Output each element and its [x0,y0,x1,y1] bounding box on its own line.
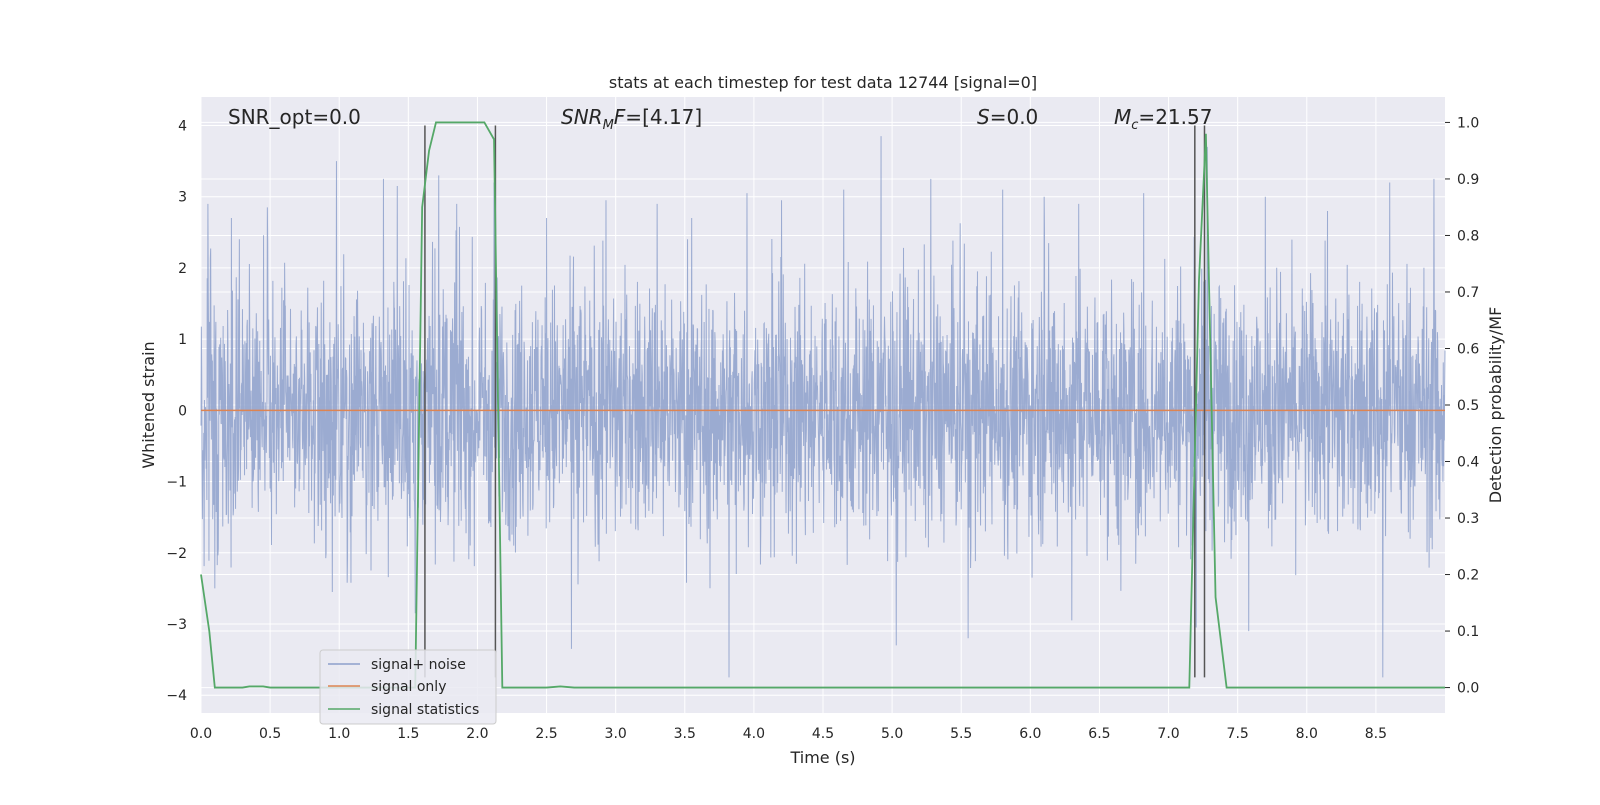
x-tick-label: 5.0 [881,726,903,742]
y-tick-label: 1 [178,332,187,348]
x-tick-label: 4.5 [812,726,834,742]
x-tick-label: 0.5 [259,726,281,742]
legend-label-signal-statistics: signal statistics [371,702,479,718]
y-tick-label: −4 [166,688,187,704]
x-tick-label: 2.0 [466,726,488,742]
y-right-tick-label: 0.4 [1457,455,1479,471]
x-tick-label: 3.5 [674,726,696,742]
y-right-tick-label: 0.6 [1457,341,1479,357]
x-tick-label: 2.5 [535,726,557,742]
y-tick-label: 4 [178,118,187,134]
y-tick-label: 0 [178,403,187,419]
noise-trace [200,136,1446,678]
y-axis-right-label: Detection probability/MF [1486,307,1505,504]
legend-box [319,649,497,725]
y-right-tick-label: 0.5 [1457,398,1479,414]
x-tick-label: 8.0 [1296,726,1318,742]
annotation-s: S=0.0 [977,105,1038,129]
x-tick-label: 5.5 [950,726,972,742]
x-tick-label: 7.5 [1227,726,1249,742]
statistics-trace [200,121,1445,689]
series-signal-noise [200,136,1446,678]
y-right-tick-label: 0.8 [1457,228,1479,244]
annotation-snr-opt: SNR_opt=0.0 [228,105,361,129]
x-tick-label: 8.5 [1365,726,1387,742]
y-tick-label: −2 [166,546,187,562]
y-right-tick-label: 0.7 [1457,285,1479,301]
y-right-tick-label: 1.0 [1457,115,1479,131]
x-tick-label: 7.0 [1157,726,1179,742]
x-tick-label: 6.5 [1088,726,1110,742]
tick-labels: 0.0 0.5 1.0 1.5 2.0 2.5 3.0 3.5 4.0 4.5 5.0 5.5 6.0 6… [166,115,1479,742]
y-right-tick-label: 0.3 [1457,511,1479,527]
annotation-snr-mf: SNRMF=[4.17] [561,105,702,133]
x-tick-label: 0.0 [190,726,212,742]
y-axis-label: Whitened strain [139,341,158,468]
y-tick-label: −3 [166,617,187,633]
chart-title: stats at each timestep for test data 127… [609,73,1037,92]
legend: signal+ noise signal only signal statist… [319,649,497,725]
x-tick-label: 6.0 [1019,726,1041,742]
y-right-tick-label: 0.2 [1457,568,1479,584]
x-tick-label: 1.0 [328,726,350,742]
y-tick-label: 3 [178,190,187,206]
x-tick-label: 4.0 [743,726,765,742]
vertical-markers [424,125,1206,678]
legend-label-signal-noise: signal+ noise [371,657,466,673]
x-axis-label: Time (s) [789,748,855,767]
y-right-tick-label: 0.9 [1457,172,1479,188]
x-tick-label: 1.5 [397,726,419,742]
y-right-tick-label: 0.0 [1457,681,1479,697]
x-tick-label: 3.0 [605,726,627,742]
series-signal-statistics [200,121,1445,689]
y-right-tick-label: 0.1 [1457,624,1479,640]
annotation-mc: Mc=21.57 [1114,105,1212,133]
y-tick-label: −1 [166,475,187,491]
legend-label-signal-only: signal only [371,679,446,695]
y-tick-label: 2 [178,261,187,277]
